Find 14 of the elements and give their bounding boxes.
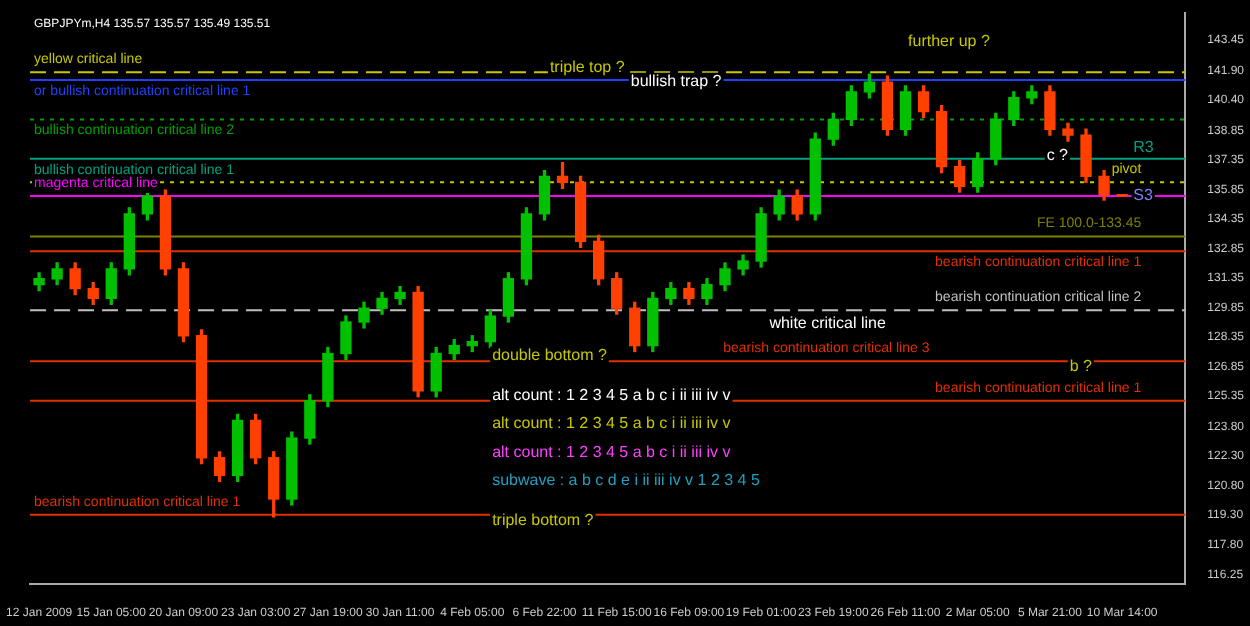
- annotation: b ?: [1069, 357, 1094, 376]
- annotation: subwave : a b c d e i ii iii iv v 1 2 3 4 5: [492, 471, 761, 490]
- annotation: alt count : 1 2 3 4 5 a b c i ii iii iv v: [492, 442, 731, 461]
- annotation: white critical line: [767, 314, 887, 333]
- annotation: R3: [1133, 137, 1155, 156]
- annotation: triple bottom ?: [492, 511, 595, 530]
- annotation: triple top ?: [549, 57, 626, 76]
- annotation: c ?: [1046, 146, 1070, 165]
- annotation: alt count : 1 2 3 4 5 a b c i ii iii iv v: [492, 385, 731, 404]
- annotation: S3: [1133, 186, 1154, 205]
- annotation: alt count : 1 2 3 4 5 a b c i ii iii iv v: [492, 414, 731, 433]
- annotation: bullish trap ?: [630, 72, 723, 91]
- annotation: further up ?: [908, 32, 991, 51]
- annotation: double bottom ?: [492, 345, 608, 364]
